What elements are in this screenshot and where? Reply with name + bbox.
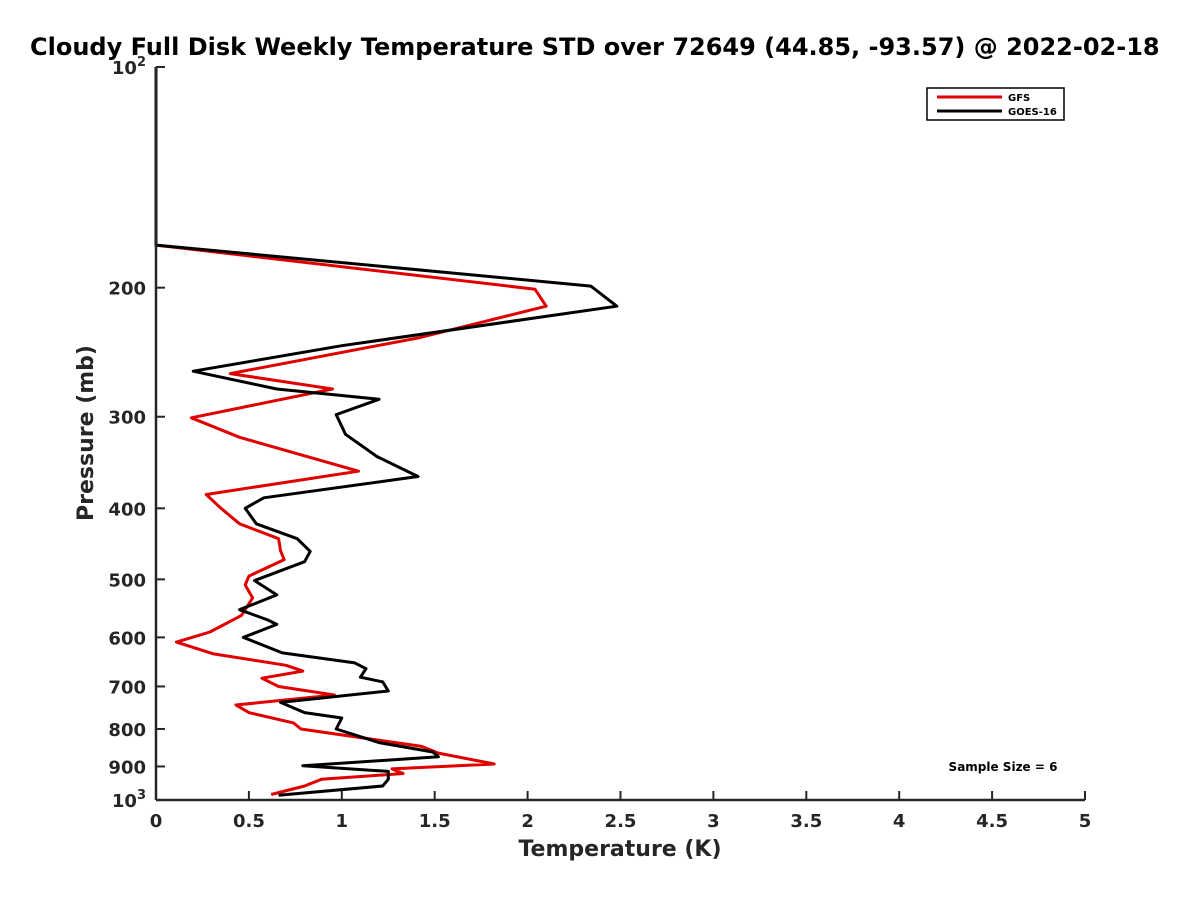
x-tick-label: 3 xyxy=(707,811,720,832)
sample-size-annotation: Sample Size = 6 xyxy=(949,760,1058,774)
y-tick-label: 500 xyxy=(108,570,146,591)
x-tick-label: 5 xyxy=(1079,811,1092,832)
legend-box xyxy=(926,87,1065,121)
x-tick-label: 2.5 xyxy=(605,811,637,832)
axes: 0 0.5 1 1.5 2 2.5 3 3.5 4 4.5 5 102 200 300 400 500 600 7… xyxy=(108,55,1091,832)
y-axis-label: Pressure (mb) xyxy=(74,345,99,521)
x-tick-label: 2 xyxy=(521,811,534,832)
series-line-goes-16 xyxy=(154,67,619,797)
plot-area xyxy=(154,67,619,797)
y-tick-label: 900 xyxy=(108,757,146,778)
x-tick-label: 1.5 xyxy=(419,811,451,832)
y-tick-label: 200 xyxy=(108,279,146,300)
y-tick-label: 700 xyxy=(108,677,146,698)
x-tick-label: 1 xyxy=(336,811,349,832)
x-tick-label: 0 xyxy=(150,811,163,832)
legend-label-goes-16: GOES-16 xyxy=(1008,107,1057,118)
legend: GFS GOES-16 xyxy=(926,87,1065,121)
x-tick-label: 0.5 xyxy=(233,811,265,832)
x-tick-label: 3.5 xyxy=(790,811,822,832)
y-tick-label: 300 xyxy=(108,408,146,429)
y-tick-label: 102 xyxy=(112,55,146,79)
chart-title: Cloudy Full Disk Weekly Temperature STD … xyxy=(30,33,1160,61)
x-tick-label: 4.5 xyxy=(976,811,1008,832)
y-tick-label: 800 xyxy=(108,720,146,741)
series-line-gfs xyxy=(154,67,548,796)
y-tick-label: 103 xyxy=(112,788,146,812)
x-tick-label: 4 xyxy=(893,811,906,832)
y-tick-label: 600 xyxy=(108,628,146,649)
x-axis-label: Temperature (K) xyxy=(518,837,721,862)
legend-label-gfs: GFS xyxy=(1008,93,1030,104)
y-tick-label: 400 xyxy=(108,499,146,520)
